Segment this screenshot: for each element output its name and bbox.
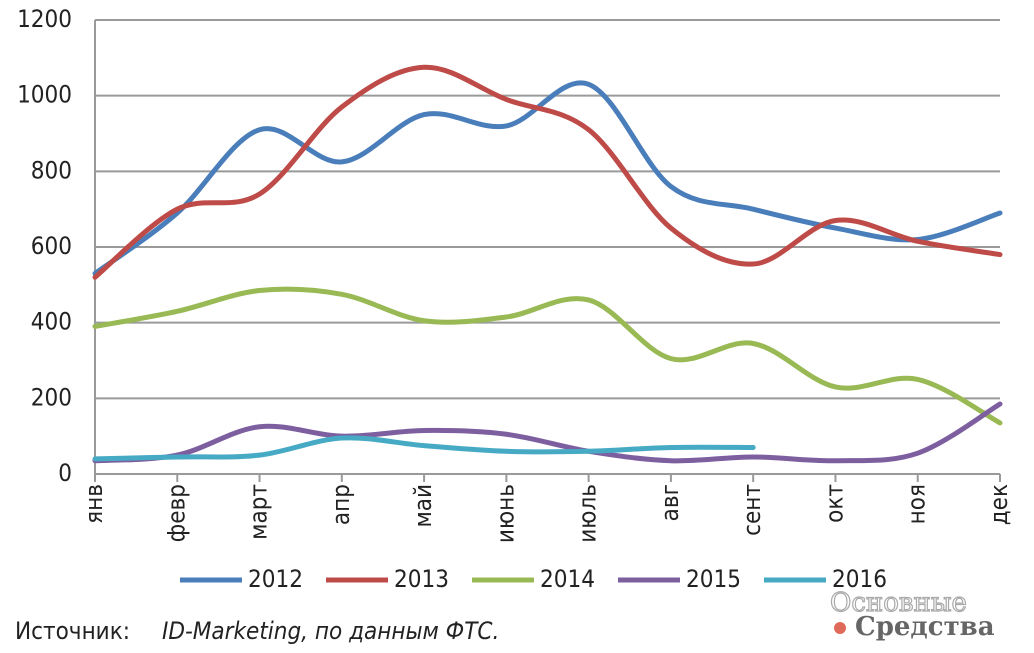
x-tick-label: февр [162,484,190,542]
series-line [92,64,1003,280]
legend-label: 2015 [686,565,741,593]
x-tick-label: авг [656,484,684,521]
y-tick-label: 200 [31,383,72,411]
x-tick-label: сент [738,484,766,536]
y-tick-label: 0 [58,459,72,487]
x-tick-label: май [409,484,437,528]
series-line [92,435,756,462]
x-tick-label: июль [574,484,602,543]
x-tick-label: апр [327,484,355,525]
y-tick-label: 1000 [17,81,72,109]
legend-label: 2016 [832,565,887,593]
x-tick-label: янв [80,484,108,524]
legend-label: 2012 [248,565,303,593]
x-tick-label: март [245,484,273,540]
x-tick-label: июнь [491,484,519,543]
series-line [92,401,1003,464]
y-tick-label: 1200 [17,5,72,33]
x-tick-label: окт [820,484,848,523]
x-tick-label: ноя [903,484,931,524]
watermark: Основные [830,588,967,618]
legend-label: 2014 [540,565,595,593]
source-label: Источник: [15,617,130,645]
y-tick-label: 600 [31,232,72,260]
y-tick-label: 400 [31,308,72,336]
x-tick-label: дек [985,484,1013,525]
legend-label: 2013 [394,565,449,593]
y-tick-label: 800 [31,156,72,184]
series-line [92,286,1003,426]
watermark-dot [834,622,846,634]
source-text: ID-Marketing, по данным ФТС. [162,617,499,645]
watermark: Средства [855,612,995,642]
